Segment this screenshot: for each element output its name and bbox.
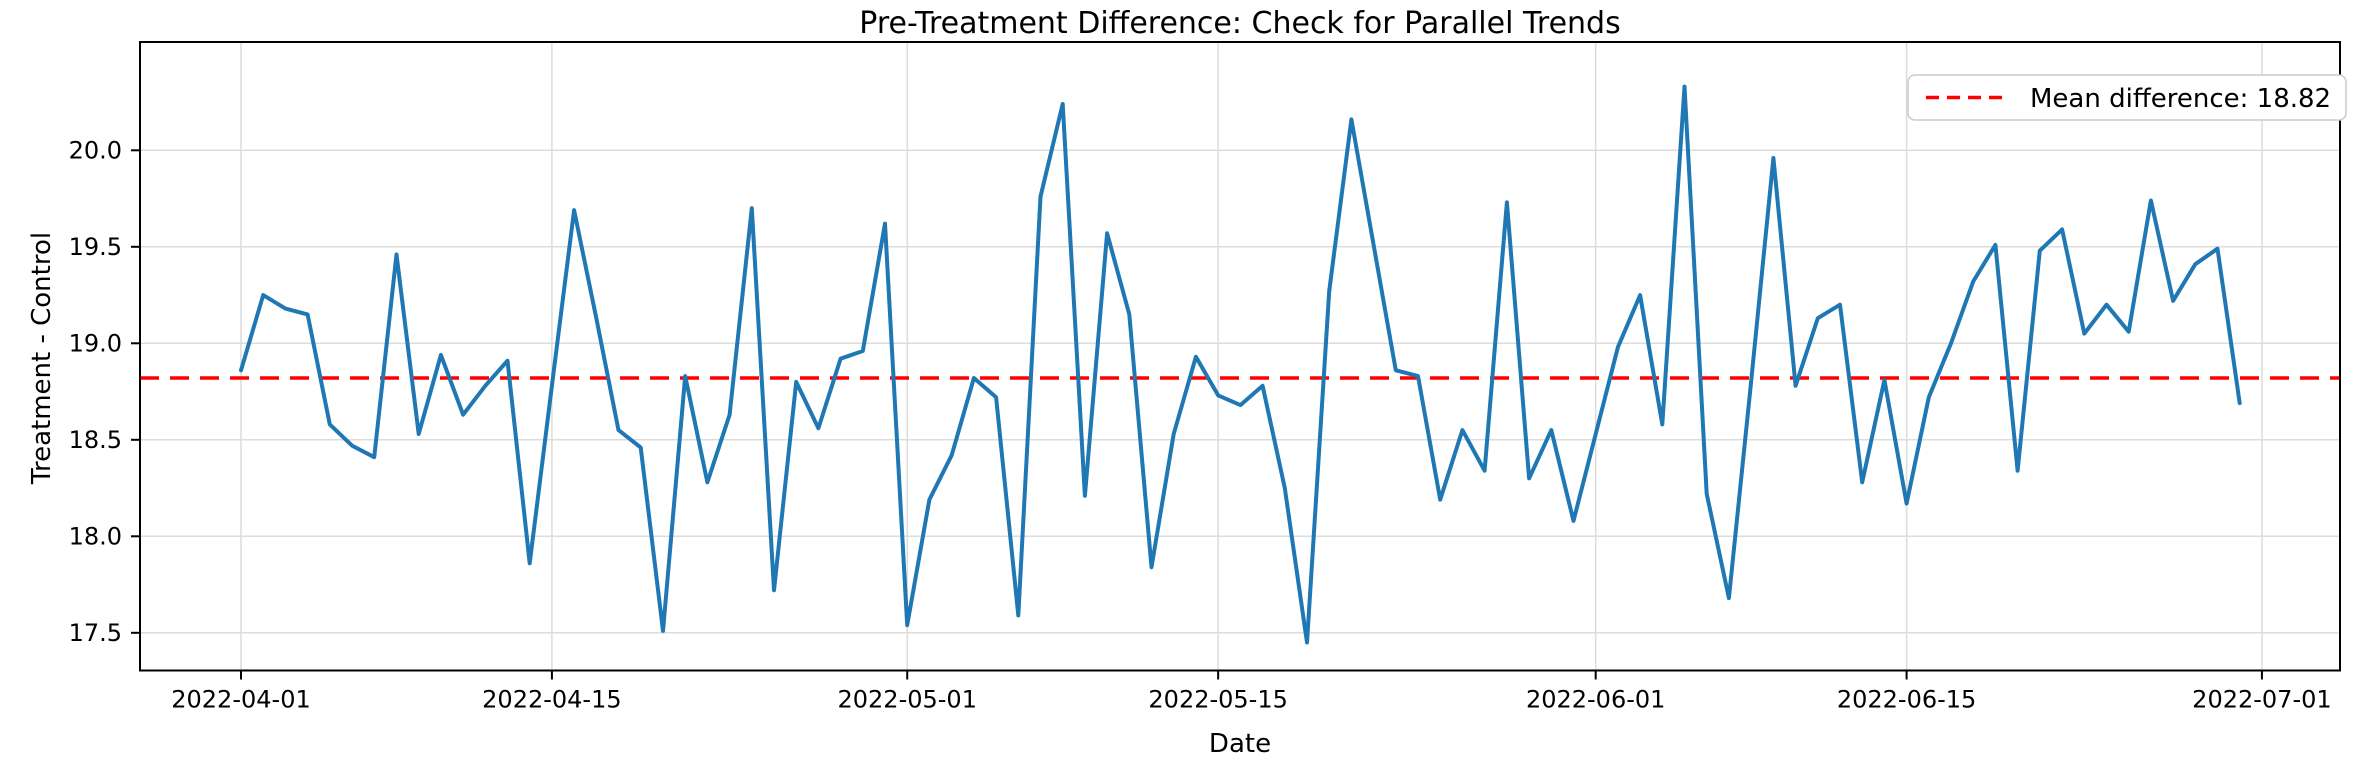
y-tick-label: 18.0 [69, 522, 122, 550]
y-tick-label: 17.5 [69, 619, 122, 647]
y-tick-label: 19.5 [69, 233, 122, 261]
difference-line [239, 84, 2242, 645]
x-tick-label: 2022-06-01 [1526, 686, 1665, 714]
y-tick-label: 19.0 [69, 329, 122, 357]
x-tick-label: 2022-04-01 [171, 686, 310, 714]
x-tick-label: 2022-07-01 [2192, 686, 2331, 714]
legend-box [1907, 74, 2347, 121]
y-axis-label: Treatment - Control [27, 231, 57, 485]
x-tick-label: 2022-06-15 [1837, 686, 1976, 714]
x-axis-label: Date [1208, 729, 1272, 759]
chart-title: Pre-Treatment Difference: Check for Para… [859, 6, 1621, 41]
x-tick-label: 2022-05-15 [1148, 686, 1287, 714]
y-tick-label: 20.0 [69, 136, 122, 164]
y-tick-label: 18.5 [69, 426, 122, 454]
plot-area-border [139, 41, 2341, 672]
x-tick-label: 2022-05-01 [837, 686, 976, 714]
legend-label: Mean difference: 18.82 [2030, 84, 2331, 114]
x-tick-label: 2022-04-15 [482, 686, 621, 714]
